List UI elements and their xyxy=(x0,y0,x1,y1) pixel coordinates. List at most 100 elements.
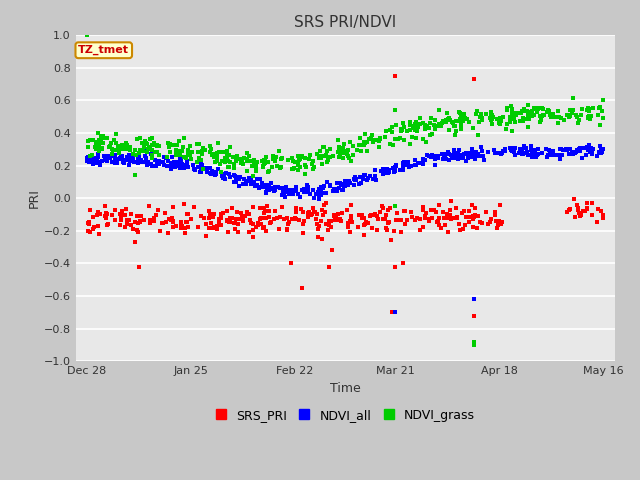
Point xyxy=(251,161,261,168)
Point xyxy=(152,141,163,149)
Point xyxy=(411,118,421,126)
Point xyxy=(472,151,483,158)
Point xyxy=(291,187,301,194)
Point xyxy=(468,312,479,319)
Point xyxy=(513,109,523,117)
Point xyxy=(179,201,189,208)
Point xyxy=(507,127,517,134)
Point xyxy=(189,203,199,210)
Point xyxy=(137,158,147,166)
Point xyxy=(520,116,530,123)
Point xyxy=(114,149,124,156)
Point xyxy=(260,207,270,215)
Point xyxy=(572,201,582,209)
Point xyxy=(83,219,93,227)
Point xyxy=(575,147,586,155)
Point xyxy=(157,158,167,166)
Point xyxy=(84,228,95,235)
Point xyxy=(332,187,342,195)
Point xyxy=(167,161,177,169)
Point xyxy=(409,124,419,132)
Point xyxy=(220,175,230,183)
Point xyxy=(132,212,143,219)
Point xyxy=(447,151,457,159)
Point xyxy=(529,111,539,119)
Point xyxy=(301,189,311,196)
Point xyxy=(165,142,175,149)
Point xyxy=(270,186,280,193)
Point xyxy=(246,157,256,165)
Point xyxy=(311,216,321,223)
Point xyxy=(470,155,480,163)
Point xyxy=(166,216,176,224)
Point xyxy=(565,111,575,119)
Point xyxy=(511,111,521,119)
Point xyxy=(287,186,298,193)
Point xyxy=(113,142,124,150)
Point xyxy=(388,141,398,148)
Point xyxy=(518,114,528,121)
Point xyxy=(91,155,101,163)
Point xyxy=(168,218,179,226)
Point xyxy=(476,110,486,118)
Point xyxy=(342,223,353,230)
Point xyxy=(410,156,420,164)
Point xyxy=(242,149,252,157)
Point xyxy=(122,220,132,228)
Point xyxy=(529,106,539,113)
Point xyxy=(232,208,243,216)
Point xyxy=(300,161,310,169)
Point xyxy=(463,153,474,160)
Point xyxy=(472,150,482,158)
Point xyxy=(141,139,151,147)
Point xyxy=(164,144,175,151)
Point xyxy=(497,150,507,157)
Point xyxy=(82,32,92,39)
Point xyxy=(363,219,373,227)
Point xyxy=(359,171,369,179)
Point xyxy=(297,153,307,161)
Point xyxy=(584,148,595,156)
Point xyxy=(205,164,215,171)
Point xyxy=(272,215,282,222)
Point xyxy=(383,169,394,177)
Point xyxy=(460,116,470,123)
Point xyxy=(284,190,294,198)
Point xyxy=(145,216,156,224)
Point xyxy=(308,208,319,216)
Point xyxy=(493,220,504,228)
Point xyxy=(264,187,274,194)
Point xyxy=(91,138,101,146)
Point xyxy=(279,191,289,199)
Point xyxy=(420,156,430,164)
Point xyxy=(303,209,314,216)
Point xyxy=(177,223,187,230)
Point xyxy=(342,146,353,154)
Point xyxy=(470,211,480,219)
Point xyxy=(518,150,528,157)
Point xyxy=(458,117,468,125)
Point xyxy=(118,156,129,164)
Point xyxy=(397,126,408,134)
Point xyxy=(307,186,317,194)
Point xyxy=(598,115,609,122)
Point xyxy=(205,142,215,150)
Point xyxy=(436,122,446,130)
Point xyxy=(438,215,449,222)
Point xyxy=(450,122,460,130)
Point xyxy=(221,207,232,215)
Point xyxy=(584,146,595,154)
Point xyxy=(592,152,602,159)
Point xyxy=(374,138,385,145)
Point xyxy=(319,189,329,196)
Point xyxy=(95,161,105,168)
Point xyxy=(418,160,428,168)
Point xyxy=(175,164,185,171)
Point xyxy=(317,206,328,214)
Point xyxy=(209,170,220,178)
Point xyxy=(170,163,180,171)
X-axis label: Time: Time xyxy=(330,382,360,395)
Point xyxy=(212,222,223,230)
Point xyxy=(124,146,134,154)
Point xyxy=(550,113,561,120)
